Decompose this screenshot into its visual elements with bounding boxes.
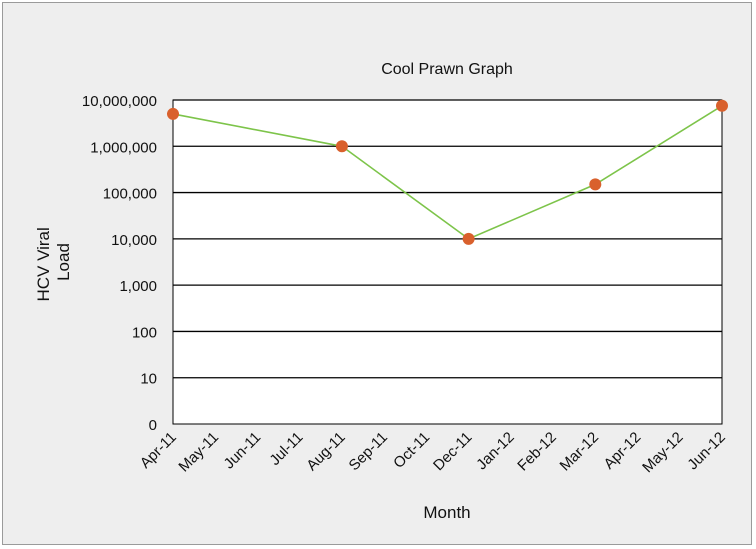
x-tick-label: May-11 (175, 429, 222, 476)
x-tick-label: Oct-11 (390, 429, 433, 472)
x-tick-label: Jan-12 (473, 429, 517, 473)
x-tick-label: Apr-12 (601, 429, 645, 473)
y-tick-label: 10 (140, 371, 157, 388)
y-axis-title: HCV Viral Load (34, 222, 73, 301)
x-tick-label: May-12 (639, 429, 686, 476)
chart-title: Cool Prawn Graph (381, 61, 513, 78)
x-tick-label: Jun-12 (684, 429, 728, 473)
x-axis-title: Month (423, 503, 470, 522)
grid-lines (173, 99, 722, 379)
data-point (462, 232, 475, 245)
x-tick-label: Mar-12 (557, 429, 603, 475)
data-point (716, 99, 728, 112)
y-tick-label: 100 (132, 324, 157, 341)
y-tick-label: 10,000,000 (82, 93, 157, 110)
y-tick-labels: 0 10 100 1,000 10,000 100,000 1,000,000 10,000,… (82, 93, 157, 434)
data-point (167, 107, 179, 120)
x-tick-label: Jun-11 (221, 429, 265, 473)
x-tick-label: Dec-11 (430, 429, 475, 474)
y-axis-title-line-2: Load (54, 243, 73, 281)
plot-area (172, 99, 723, 425)
y-tick-label: 10,000 (111, 232, 157, 249)
y-tick-label: 100,000 (103, 186, 157, 203)
x-tick-label: Sep-11 (346, 429, 391, 474)
y-tick-label: 1,000,000 (90, 139, 157, 156)
x-tick-label: Feb-12 (514, 429, 560, 475)
x-tick-label: Jul-11 (266, 429, 306, 469)
x-tick-label: Aug-11 (303, 429, 348, 474)
y-tick-label: 1,000 (119, 278, 157, 295)
data-point (589, 178, 602, 191)
x-tick-label: Apr-11 (137, 429, 180, 472)
series-group (167, 99, 728, 245)
y-tick-label: 0 (149, 417, 157, 434)
y-axis-title-line-1: HCV Viral (34, 227, 53, 301)
data-point (335, 140, 348, 153)
